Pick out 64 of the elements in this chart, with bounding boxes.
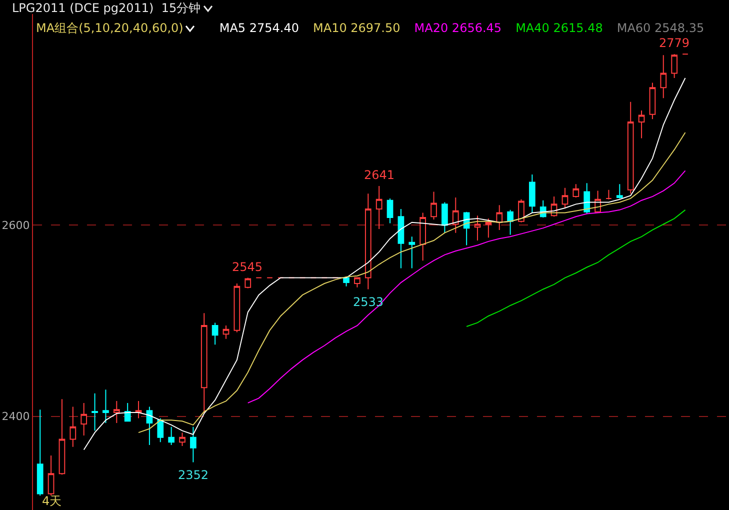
candlestick bbox=[200, 312, 208, 414]
candlestick bbox=[452, 196, 459, 234]
candlestick bbox=[376, 186, 382, 230]
candlestick bbox=[408, 236, 416, 269]
legend-label: MA5 2754.40 bbox=[218, 21, 299, 35]
candlestick bbox=[179, 432, 186, 446]
candlestick bbox=[627, 101, 634, 194]
annotation: 2545 bbox=[232, 260, 263, 274]
y-tick-label: 2600 bbox=[2, 219, 30, 232]
candlestick bbox=[36, 409, 44, 496]
candlestick bbox=[70, 406, 76, 448]
candlestick bbox=[244, 277, 252, 289]
y-tick-label: 2400 bbox=[2, 410, 30, 424]
text: MA组合(5,10,20,40,60,0) bbox=[36, 21, 184, 35]
annotation: 2352 bbox=[178, 468, 209, 482]
candlestick bbox=[638, 110, 645, 139]
legend-label: MA60 2548.35 bbox=[616, 21, 704, 35]
candlestick bbox=[58, 398, 66, 476]
annotation: 2533 bbox=[353, 295, 384, 309]
candlestick bbox=[616, 184, 623, 199]
candlestick bbox=[354, 277, 360, 288]
candlestick bbox=[146, 406, 153, 446]
line-series bbox=[466, 209, 686, 328]
text: MA20 2656.45 bbox=[413, 21, 502, 35]
annotation: 4天 bbox=[42, 494, 62, 508]
text: MA10 2697.50 bbox=[312, 21, 400, 35]
candlestick bbox=[660, 54, 667, 99]
text: MA40 2615.48 bbox=[514, 21, 603, 35]
candlestick bbox=[572, 184, 580, 198]
candlestick bbox=[507, 209, 514, 236]
candlestick bbox=[92, 392, 98, 432]
candlestick bbox=[124, 402, 131, 422]
annotation: 2641 bbox=[364, 168, 395, 182]
candlestick bbox=[528, 174, 536, 214]
candlestick bbox=[474, 215, 481, 241]
candlestick bbox=[102, 389, 109, 424]
candlestick bbox=[386, 198, 394, 224]
candlestick bbox=[48, 455, 54, 496]
candlestick bbox=[168, 426, 174, 446]
annotation: 2779 bbox=[659, 36, 690, 50]
candlestick bbox=[562, 187, 568, 208]
candlestick bbox=[496, 204, 503, 230]
candlestick bbox=[671, 54, 678, 79]
line-series bbox=[138, 132, 686, 434]
candlestick bbox=[212, 322, 218, 346]
candlestick bbox=[80, 402, 88, 436]
candlestick bbox=[442, 202, 448, 234]
candlestick bbox=[398, 208, 404, 269]
candlestick bbox=[222, 325, 230, 340]
candlestick bbox=[649, 82, 656, 120]
candlestick bbox=[234, 283, 240, 333]
line-series bbox=[83, 78, 686, 450]
candlestick bbox=[430, 191, 437, 220]
candlestick bbox=[157, 418, 164, 443]
candlestick bbox=[584, 182, 590, 214]
candlestick bbox=[113, 400, 120, 424]
candlestick bbox=[135, 400, 142, 419]
chart-title: LPG2011 (DCE pg2011) 15分钟 bbox=[12, 1, 201, 15]
candlestick bbox=[190, 426, 196, 463]
candlestick bbox=[420, 212, 426, 262]
candlestick bbox=[485, 218, 492, 238]
candlestick bbox=[364, 193, 372, 290]
candlestick bbox=[606, 189, 612, 200]
candlestick bbox=[518, 198, 524, 223]
